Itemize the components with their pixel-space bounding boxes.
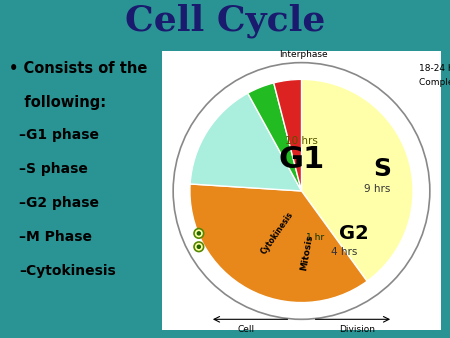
Text: –Cytokinesis: –Cytokinesis [19,264,116,277]
Text: Cell Cycle: Cell Cycle [125,3,325,38]
Text: –M Phase: –M Phase [19,230,92,244]
Text: following:: following: [9,95,107,110]
Text: • Consists of the: • Consists of the [9,61,148,76]
Text: 1 hr: 1 hr [306,233,324,242]
Wedge shape [302,79,413,281]
Wedge shape [190,93,302,191]
Circle shape [197,245,200,248]
Text: –G1 phase: –G1 phase [19,128,99,142]
Wedge shape [248,83,302,191]
Text: G1: G1 [279,145,324,174]
Circle shape [194,228,204,238]
Text: –G2 phase: –G2 phase [19,196,99,210]
Text: S: S [373,156,391,180]
Circle shape [197,232,200,235]
Text: 4 hrs: 4 hrs [331,247,357,257]
Text: Interphase: Interphase [279,50,328,59]
Wedge shape [274,79,302,191]
Text: Complete cycle: Complete cycle [418,78,450,87]
Text: 10 hrs: 10 hrs [285,136,318,146]
FancyBboxPatch shape [162,51,441,331]
Text: Cell: Cell [237,325,254,334]
Circle shape [194,242,204,251]
Text: 18-24 hrs: 18-24 hrs [418,64,450,73]
Wedge shape [190,184,367,303]
Text: G2: G2 [339,224,369,243]
Text: –S phase: –S phase [19,162,88,176]
Text: 9 hrs: 9 hrs [364,184,391,194]
Text: Division: Division [339,325,375,334]
Text: Mitosis: Mitosis [300,234,315,271]
Text: Cytokinesis: Cytokinesis [259,211,295,256]
